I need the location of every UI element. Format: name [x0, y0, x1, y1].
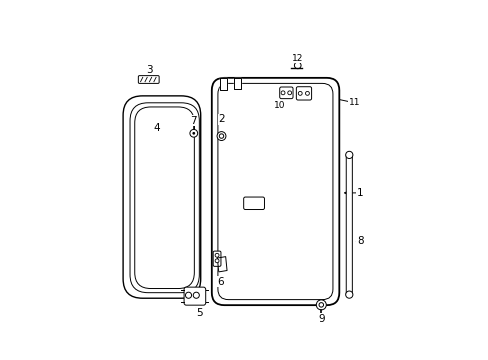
- Text: 4: 4: [153, 123, 160, 133]
- Circle shape: [217, 132, 225, 140]
- Text: 1: 1: [356, 188, 363, 198]
- Circle shape: [215, 259, 219, 263]
- FancyBboxPatch shape: [138, 76, 159, 84]
- Circle shape: [305, 91, 309, 95]
- Circle shape: [219, 134, 224, 138]
- FancyBboxPatch shape: [123, 96, 200, 298]
- FancyBboxPatch shape: [296, 87, 311, 100]
- FancyBboxPatch shape: [211, 78, 339, 305]
- Circle shape: [193, 292, 199, 298]
- Circle shape: [281, 91, 285, 95]
- Circle shape: [298, 91, 302, 95]
- Circle shape: [316, 300, 325, 310]
- Polygon shape: [220, 78, 226, 90]
- Circle shape: [185, 292, 191, 298]
- Circle shape: [294, 62, 301, 69]
- Circle shape: [191, 118, 196, 123]
- Text: 3: 3: [146, 64, 152, 75]
- Text: 10: 10: [273, 101, 285, 110]
- Text: 7: 7: [190, 116, 197, 126]
- Polygon shape: [233, 78, 241, 89]
- FancyBboxPatch shape: [279, 87, 292, 99]
- Text: 11: 11: [348, 98, 360, 107]
- Circle shape: [345, 291, 352, 298]
- Text: 12: 12: [291, 54, 303, 63]
- Circle shape: [345, 151, 352, 158]
- Text: 2: 2: [218, 114, 224, 125]
- Circle shape: [189, 129, 197, 137]
- Text: 8: 8: [356, 237, 363, 246]
- Text: 5: 5: [196, 309, 202, 319]
- Circle shape: [318, 303, 323, 307]
- FancyBboxPatch shape: [213, 251, 221, 266]
- FancyBboxPatch shape: [183, 287, 205, 305]
- Circle shape: [192, 132, 195, 135]
- Circle shape: [287, 91, 291, 95]
- FancyBboxPatch shape: [346, 153, 352, 297]
- Text: 9: 9: [317, 314, 324, 324]
- Polygon shape: [217, 257, 226, 272]
- Text: 6: 6: [216, 276, 223, 287]
- Circle shape: [215, 253, 219, 257]
